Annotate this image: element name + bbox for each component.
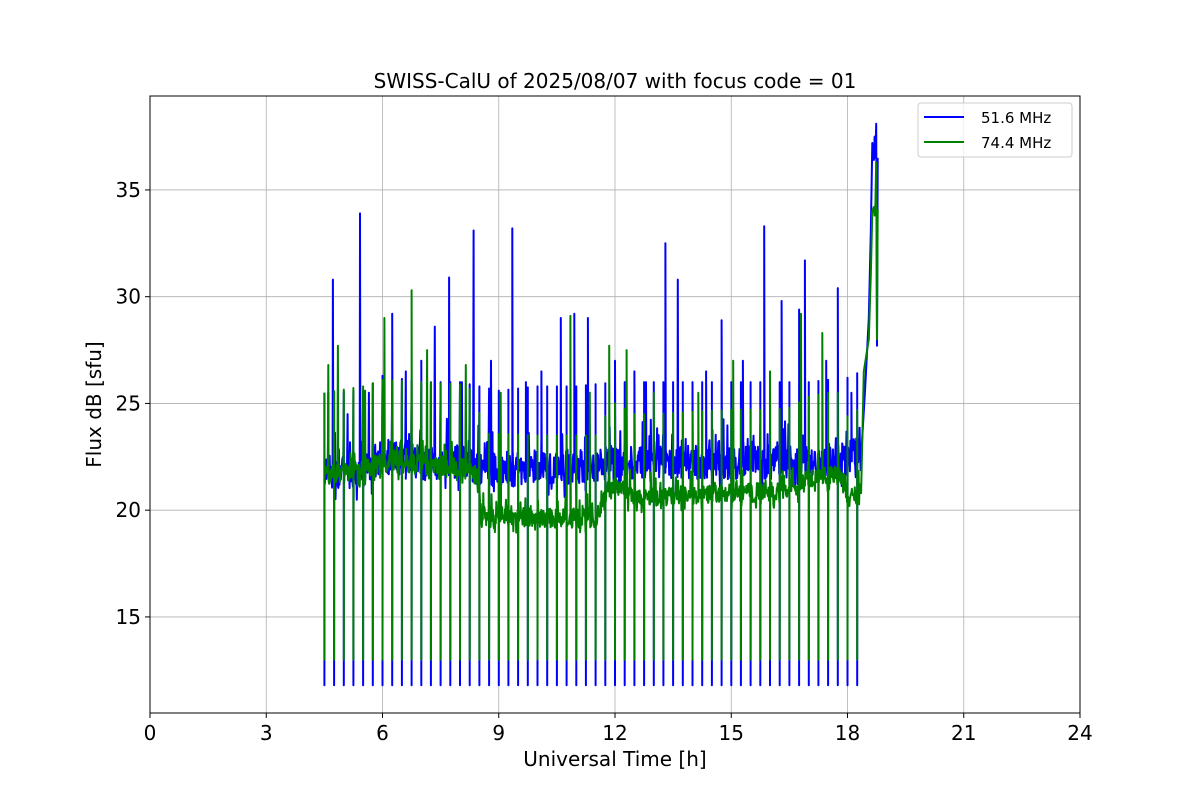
series-line-74-4-mhz <box>323 161 879 661</box>
y-tick-label: 25 <box>116 391 141 415</box>
y-tick-label: 35 <box>116 178 141 202</box>
x-tick-label: 0 <box>144 721 157 745</box>
y-tick-label: 20 <box>116 498 141 522</box>
x-tick-label: 6 <box>376 721 389 745</box>
legend-label-51-6: 51.6 MHz <box>981 109 1051 127</box>
y-tick-label: 15 <box>116 605 141 629</box>
x-axis-label: Universal Time [h] <box>523 747 706 771</box>
chart-title: SWISS-CalU of 2025/08/07 with focus code… <box>374 69 857 93</box>
y-tick-label: 30 <box>116 285 141 309</box>
x-tick-label: 9 <box>492 721 505 745</box>
x-tick-label: 21 <box>951 721 976 745</box>
y-axis-label: Flux dB [sfu] <box>82 341 106 467</box>
x-tick-label: 15 <box>719 721 744 745</box>
x-tick-label: 18 <box>835 721 860 745</box>
x-tick-label: 24 <box>1067 721 1092 745</box>
axis-ticks: 0 3 6 9 12 15 18 21 24 15 20 25 30 35 <box>116 178 1093 745</box>
series-lines <box>323 122 879 687</box>
x-tick-label: 12 <box>602 721 627 745</box>
x-tick-label: 3 <box>260 721 273 745</box>
legend-label-74-4: 74.4 MHz <box>981 134 1051 152</box>
legend: 51.6 MHz 74.4 MHz <box>917 102 1073 158</box>
